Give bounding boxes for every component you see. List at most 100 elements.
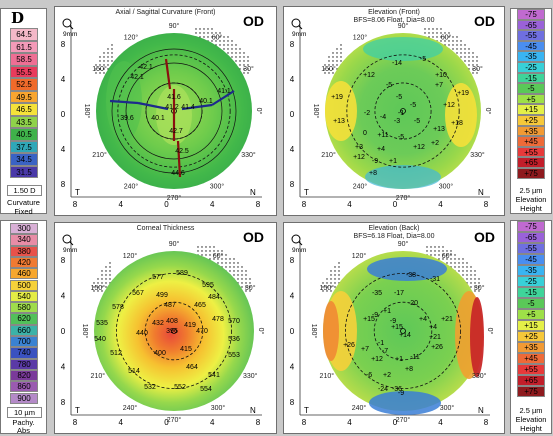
angle-label: 210° bbox=[91, 372, 106, 380]
legend-swatch: -35 bbox=[517, 51, 545, 62]
legend-swatch: 49.5 bbox=[10, 90, 38, 103]
map-value: -9 bbox=[372, 158, 378, 165]
map-value: 41.1 bbox=[217, 88, 231, 95]
map-value: -5 bbox=[398, 134, 404, 141]
y-tick-label: 0 bbox=[290, 327, 295, 336]
color-map-disc bbox=[325, 33, 481, 189]
x-tick-label: 4 bbox=[347, 200, 352, 209]
legend-swatch: 740 bbox=[10, 347, 38, 359]
y-tick-label: 4 bbox=[61, 75, 66, 84]
curvature-step: 1.50 D bbox=[7, 185, 42, 196]
angle-label: 120° bbox=[353, 34, 368, 42]
map-subtitle: BFS=6.18 Float, Dia=8.00 bbox=[353, 233, 435, 240]
elevation-back-label: Elevation bbox=[515, 415, 547, 424]
angle-label: 90° bbox=[169, 22, 180, 30]
color-map-disc bbox=[323, 251, 483, 411]
map-value: 44.6 bbox=[171, 170, 185, 177]
isoline bbox=[111, 48, 237, 174]
legend-swatch: 46.5 bbox=[10, 103, 38, 116]
map-value: +13 bbox=[333, 118, 345, 125]
legend-swatch: -15 bbox=[517, 72, 545, 84]
map-region bbox=[325, 81, 357, 141]
map-canvas: 90° 60° 120° 30° 150° 0° 180° 210° 330° 240° 270° 3… bbox=[290, 18, 492, 209]
map-value: +12 bbox=[363, 72, 375, 79]
legend-swatch: +45 bbox=[517, 353, 545, 364]
angle-label: 90° bbox=[169, 240, 180, 248]
magnifier-icon bbox=[62, 234, 74, 246]
y-tick-label: 8 bbox=[61, 256, 66, 265]
axis-frame bbox=[70, 241, 262, 416]
y-tick-label: 4 bbox=[61, 363, 66, 372]
legend-swatch: -75 bbox=[517, 221, 545, 232]
map-value: 39.6 bbox=[120, 115, 134, 122]
map-value: -5 bbox=[410, 102, 416, 109]
temporal-label: T bbox=[304, 406, 309, 415]
map-value: +12 bbox=[443, 102, 455, 109]
legend-swatch: -55 bbox=[517, 30, 545, 41]
map-region bbox=[323, 301, 339, 361]
y-tick-label: 8 bbox=[290, 398, 295, 407]
magnifier-icon bbox=[291, 18, 303, 30]
map-value: -17 bbox=[394, 290, 404, 297]
map-value: +3 bbox=[355, 144, 363, 151]
legend-swatch: -65 bbox=[517, 232, 545, 243]
zoom-label: 9mm bbox=[292, 247, 306, 254]
map-value: 40.1 bbox=[199, 98, 213, 105]
eye-label: OD bbox=[474, 13, 495, 29]
pachy-mode: Abs bbox=[17, 426, 30, 435]
pachy-legend[interactable]: 300 340 380 420 460 500 540 580 620 660 700 740 780 8… bbox=[0, 220, 47, 435]
eye-logo-icon: D bbox=[11, 9, 33, 27]
map-value: +10 bbox=[435, 72, 447, 79]
map-value: 470 bbox=[196, 328, 208, 335]
legend-swatch: -15 bbox=[517, 287, 545, 298]
angle-label: 180° bbox=[310, 324, 318, 339]
map-value: +21 bbox=[429, 334, 441, 341]
map-value: 554 bbox=[200, 386, 212, 393]
angle-label: 150° bbox=[321, 65, 336, 73]
map-value: 41.6 bbox=[167, 94, 181, 101]
nasal-label: N bbox=[250, 188, 256, 197]
legend-swatch: +5 bbox=[517, 309, 545, 320]
map-value: +19 bbox=[457, 90, 469, 97]
map-region bbox=[367, 257, 447, 281]
x-tick-label: 0 bbox=[164, 418, 169, 427]
legend-swatch: -45 bbox=[517, 40, 545, 52]
curvature-legend[interactable]: D 64.5 61.5 58.5 55.5 52.5 49.5 46.5 43.5 40.5 37… bbox=[0, 8, 47, 216]
map-value: -9 bbox=[390, 318, 396, 325]
map-value: 540 bbox=[94, 336, 106, 343]
corneal-thickness-map[interactable]: 90° 60° 120° 30° 150° 0° 180° 210° 330° 240° 270° 3… bbox=[54, 222, 277, 434]
apex-marker bbox=[400, 328, 406, 334]
map-region bbox=[363, 37, 443, 61]
map-value: -1 bbox=[378, 340, 384, 347]
y-tick-label: 8 bbox=[290, 40, 295, 49]
map-value: 552 bbox=[174, 384, 186, 391]
elevation-back-legend[interactable]: -75 -65 -55 -45 -35 -25 -15 -5 +5 +15 +25 +35 +45 +55… bbox=[510, 220, 552, 434]
x-tick-label: 4 bbox=[210, 418, 215, 427]
legend-swatch: +65 bbox=[517, 375, 545, 386]
map-value: 396 bbox=[166, 328, 178, 335]
zoom-label: 9mm bbox=[292, 31, 306, 38]
elevation-back-map[interactable]: 90° 60° 120° 30° 150° 0° 180° 210° 330° 240° 270° 3… bbox=[283, 222, 505, 434]
axis-frame bbox=[299, 241, 490, 416]
angle-label: 330° bbox=[241, 151, 256, 159]
x-tick-label: 4 bbox=[438, 200, 443, 209]
legend-swatch: -45 bbox=[517, 254, 545, 265]
elevation-front-legend[interactable]: -75 -65 -55 -45 -35 -25 -15 -5 +5 +15 +25 +35 +45 +55… bbox=[510, 8, 552, 214]
angle-label: 120° bbox=[352, 252, 367, 260]
legend-swatch: +15 bbox=[517, 320, 545, 331]
axial-curvature-map[interactable]: 90° 60° 120° 30° 150° 0° 180° 210° 330° 240° 270° 3… bbox=[54, 6, 277, 216]
map-value: -35 bbox=[372, 290, 382, 297]
map-canvas: 90° 60° 120° 30° 150° 0° 180° 210° 330° 240° 270° 3… bbox=[61, 18, 263, 209]
legend-swatch: 340 bbox=[10, 234, 38, 246]
x-tick-label: 8 bbox=[484, 418, 489, 427]
legend-swatch: 900 bbox=[10, 392, 38, 404]
angle-label: 150° bbox=[92, 65, 107, 73]
legend-swatch: -65 bbox=[517, 19, 545, 31]
map-title: Elevation (Back) bbox=[368, 225, 420, 232]
dashed-ring bbox=[346, 54, 460, 168]
legend-swatch: +35 bbox=[517, 125, 545, 137]
isoline bbox=[125, 62, 223, 160]
elevation-front-map[interactable]: 90° 60° 120° 30° 150° 0° 180° 210° 330° 240° 270° 3… bbox=[283, 6, 505, 216]
legend-swatch: 52.5 bbox=[10, 78, 38, 91]
map-region bbox=[365, 165, 441, 189]
